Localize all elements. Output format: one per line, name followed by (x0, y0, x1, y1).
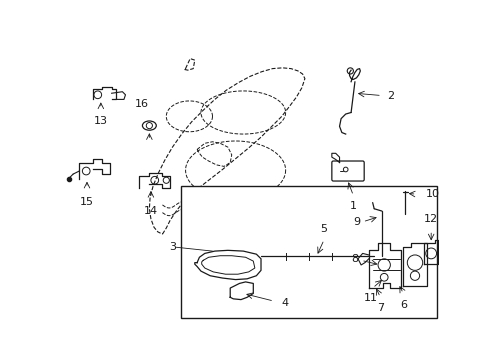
Text: 2: 2 (386, 91, 394, 100)
Bar (181, 186, 436, 318)
Text: 12: 12 (423, 214, 437, 224)
Text: 11: 11 (363, 293, 377, 303)
Text: 9: 9 (353, 217, 360, 227)
Text: 13: 13 (94, 116, 108, 126)
Text: 8: 8 (351, 254, 358, 264)
Text: 5: 5 (320, 224, 327, 234)
Text: 16: 16 (134, 99, 148, 109)
Text: 4: 4 (281, 298, 288, 309)
Text: 3: 3 (169, 242, 176, 252)
Text: 1: 1 (349, 201, 356, 211)
Text: 7: 7 (376, 303, 383, 314)
Text: 14: 14 (143, 206, 158, 216)
Text: 6: 6 (399, 300, 406, 310)
Text: 15: 15 (80, 197, 94, 207)
Text: 10: 10 (425, 189, 439, 199)
